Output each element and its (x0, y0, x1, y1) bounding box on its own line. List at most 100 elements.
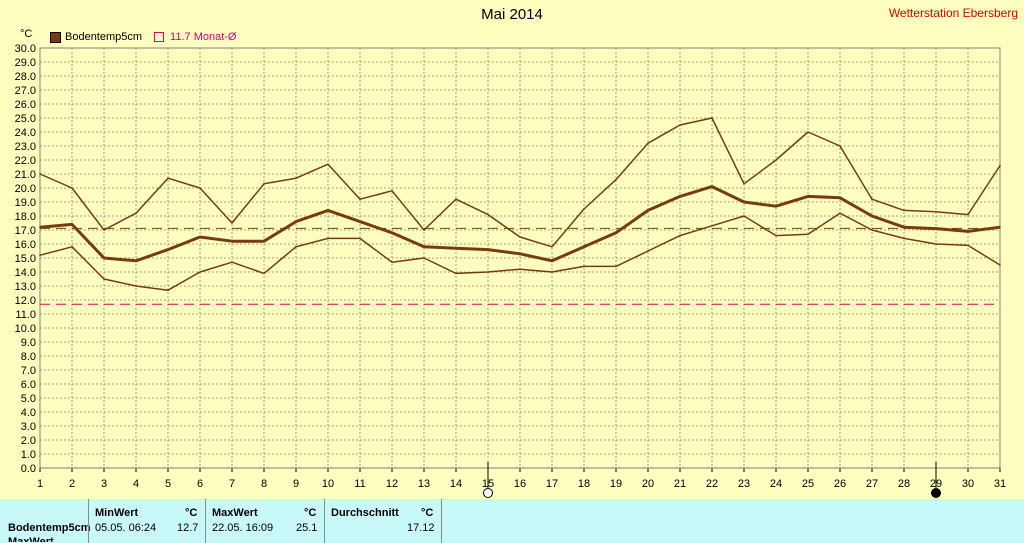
data-point-avg (967, 230, 969, 233)
data-point-min (583, 265, 585, 268)
x-tick-label: 30 (962, 478, 974, 490)
y-tick-label: 23.0 (15, 141, 36, 153)
data-point-avg (71, 223, 73, 226)
data-point-min (647, 250, 649, 252)
data-point-avg (423, 246, 425, 248)
data-point-avg (839, 197, 841, 199)
data-point-max (647, 142, 649, 144)
data-point-avg (583, 246, 585, 248)
data-point-max (263, 183, 265, 185)
stats-max-column: MaxWert °C 22.05. 16:09 25.1 (205, 499, 324, 543)
y-tick-label: 2.0 (21, 435, 36, 447)
data-point-max (583, 208, 585, 210)
data-point-max (455, 198, 457, 200)
data-point-avg (231, 240, 233, 242)
data-point-max (839, 145, 841, 147)
data-point-max (775, 159, 777, 161)
data-point-min (327, 237, 329, 240)
y-tick-label: 29.0 (15, 57, 36, 69)
y-tick-label: 9.0 (21, 337, 36, 349)
legend-swatch-avg (154, 32, 165, 42)
y-tick-label: 24.0 (15, 127, 36, 139)
y-tick-label: 17.0 (15, 225, 36, 237)
legend-series-label: Bodentemp5cm (65, 31, 143, 43)
data-point-avg (999, 226, 1001, 228)
data-point-max (295, 177, 297, 179)
stats-min-value: 12.7 (177, 522, 199, 534)
data-point-avg (295, 220, 297, 223)
data-point-min (551, 271, 553, 273)
data-point-max (679, 124, 681, 126)
data-point-max (359, 198, 361, 200)
y-tick-label: 21.0 (15, 169, 36, 181)
x-tick-label: 13 (418, 478, 430, 490)
x-tick-label: 11 (354, 478, 365, 490)
data-point-max (103, 229, 105, 231)
y-tick-label: 16.0 (15, 239, 36, 251)
stats-panel: Bodentemp5cm MaxWert MinWert °C 05.05. 0… (0, 499, 1024, 543)
y-tick-label: 0.0 (21, 463, 36, 475)
data-point-max (967, 213, 969, 216)
x-tick-label: 16 (514, 478, 526, 490)
stats-min-datetime: 05.05. 06:24 (95, 522, 157, 534)
data-point-min (711, 225, 713, 227)
stats-avg-unit: °C (421, 507, 434, 519)
x-tick-label: 19 (610, 478, 622, 490)
stats-max-value: 25.1 (296, 522, 318, 534)
stats-max-header: MaxWert (212, 507, 258, 519)
stats-row-label: Bodentemp5cm (8, 522, 91, 534)
data-point-avg (135, 260, 137, 262)
y-tick-label: 15.0 (15, 253, 36, 265)
data-point-avg (391, 232, 393, 234)
y-tick-label: 30.0 (15, 43, 36, 55)
data-point-max (807, 131, 809, 133)
stats-min-unit: °C (185, 507, 198, 519)
x-tick-label: 21 (674, 478, 686, 490)
x-tick-label: 9 (293, 478, 299, 490)
data-point-min (135, 285, 137, 287)
x-tick-label: 17 (546, 478, 558, 490)
x-tick-label: 20 (642, 478, 654, 490)
x-tick-label: 25 (802, 478, 814, 490)
data-point-min (679, 234, 681, 237)
data-point-avg (647, 209, 649, 212)
data-point-min (167, 289, 169, 292)
stats-avg-header: Durchschnitt (331, 507, 399, 519)
y-tick-label: 7.0 (21, 365, 36, 377)
data-point-avg (711, 185, 713, 188)
data-point-max (327, 163, 329, 165)
y-tick-label: 8.0 (21, 351, 36, 363)
data-point-min (615, 265, 617, 268)
stats-row-label-2: MaxWert (8, 536, 54, 542)
station-name: Wetterstation Ebersberg (888, 6, 1018, 20)
data-point-min (743, 215, 745, 217)
data-point-avg (327, 209, 329, 212)
new-moon-icon (931, 488, 941, 498)
data-point-avg (743, 201, 745, 203)
data-point-max (615, 178, 617, 181)
data-point-min (775, 234, 777, 237)
data-point-avg (519, 253, 521, 255)
data-point-avg (263, 240, 265, 242)
data-point-avg (359, 220, 361, 223)
data-point-min (423, 257, 425, 259)
data-point-max (711, 117, 713, 119)
full-moon-icon (483, 488, 493, 498)
data-point-min (455, 272, 457, 275)
y-tick-label: 18.0 (15, 211, 36, 223)
y-tick-label: 6.0 (21, 379, 36, 391)
data-point-avg (903, 226, 905, 228)
stats-max-unit: °C (304, 507, 317, 519)
x-tick-label: 5 (165, 478, 171, 490)
data-point-avg (199, 236, 201, 238)
legend-swatch-series (50, 31, 61, 43)
x-tick-label: 4 (133, 478, 139, 490)
data-point-min (967, 244, 969, 247)
data-point-min (999, 264, 1001, 266)
x-tick-label: 6 (197, 478, 203, 490)
data-point-avg (871, 215, 873, 217)
x-tick-label: 26 (834, 478, 846, 490)
data-point-avg (615, 232, 617, 234)
legend-avg-label: 11.7 Monat-Ø (170, 31, 237, 43)
chart: 0.01.02.03.04.05.06.07.08.09.010.011.012… (15, 43, 1006, 498)
